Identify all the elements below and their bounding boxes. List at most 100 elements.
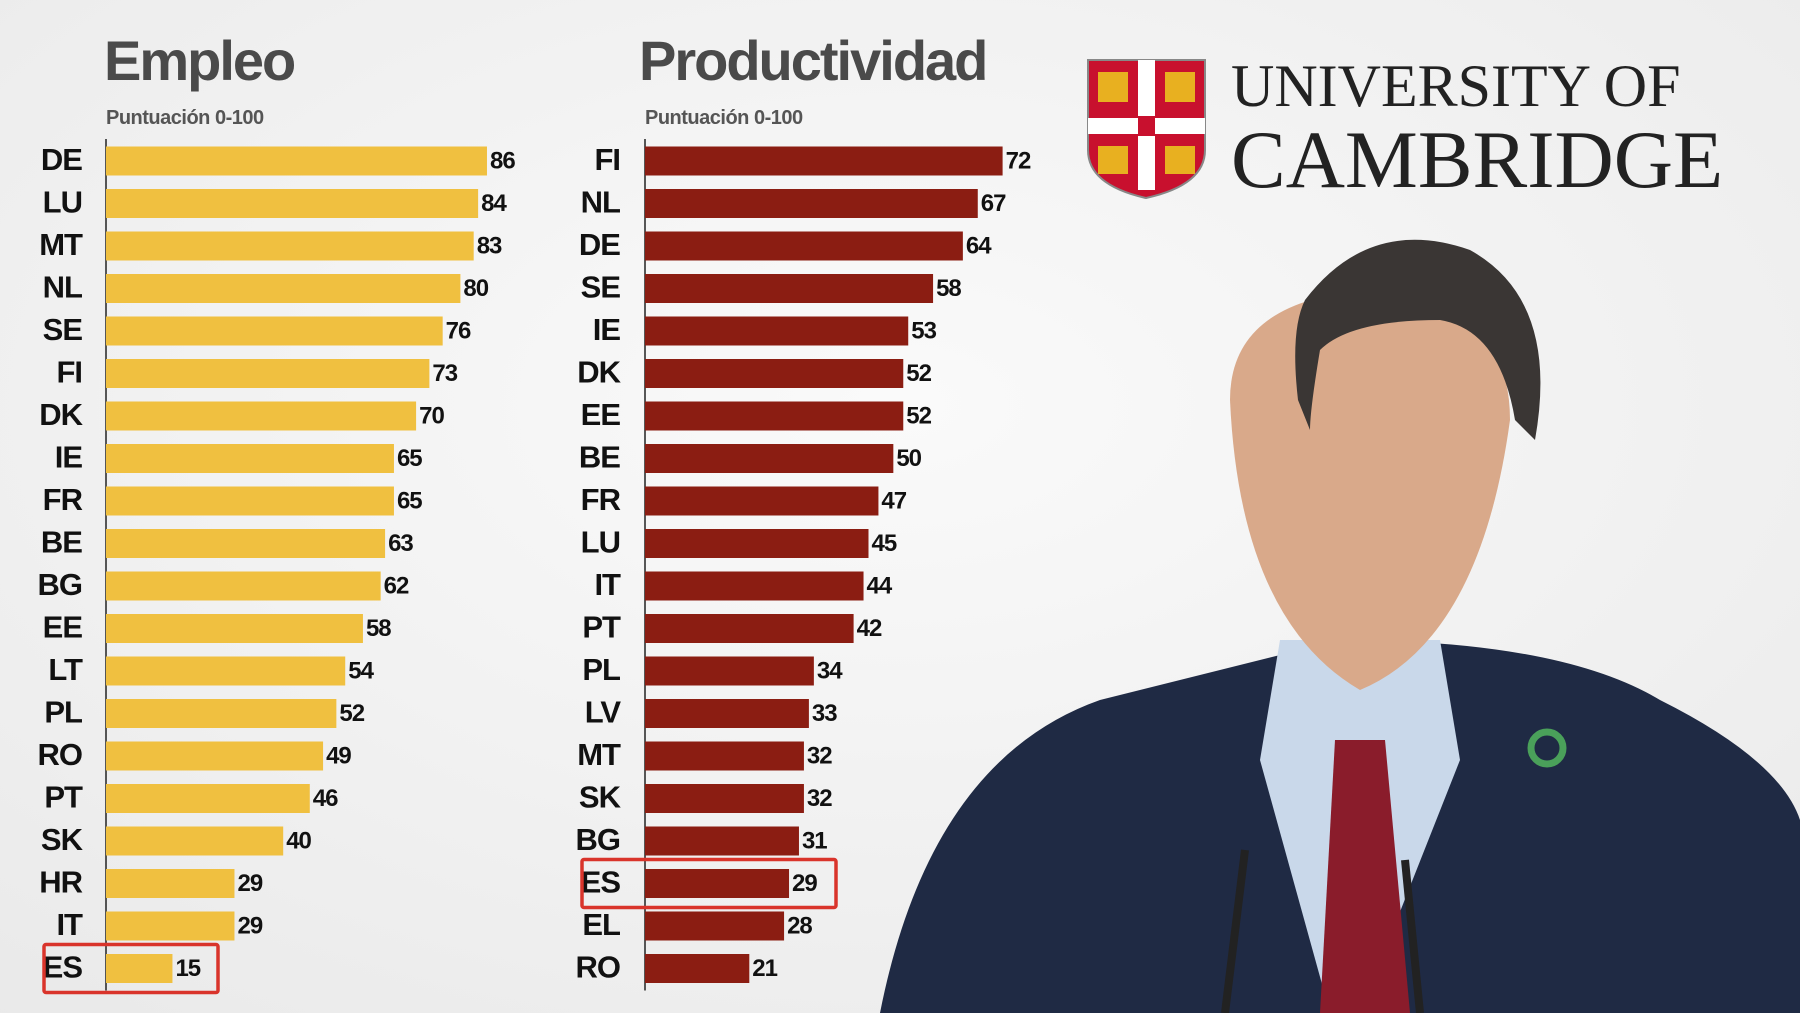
category-label: DE	[41, 142, 82, 177]
bar	[645, 274, 934, 303]
bar	[106, 401, 417, 431]
value-label: 65	[397, 445, 422, 472]
value-label: 31	[802, 827, 827, 854]
value-label: 40	[286, 827, 311, 854]
category-label: BE	[579, 440, 620, 475]
category-label: LU	[43, 185, 82, 220]
category-label: RO	[38, 737, 83, 772]
bar	[645, 911, 785, 941]
bar	[645, 571, 864, 601]
logo-line1: UNIVERSITY OF	[1231, 53, 1680, 119]
category-label: NL	[43, 270, 82, 305]
value-label: 83	[477, 232, 502, 259]
bar	[645, 699, 809, 728]
value-label: 33	[812, 700, 837, 727]
value-label: 84	[481, 190, 507, 217]
bar	[106, 614, 363, 643]
person-photo	[880, 239, 1800, 1013]
value-label: 54	[348, 657, 374, 684]
value-label: 32	[807, 742, 832, 769]
bar	[645, 401, 904, 431]
bar	[106, 231, 474, 261]
bar	[645, 316, 909, 346]
bar	[645, 614, 854, 643]
category-label: FR	[43, 482, 83, 517]
value-label: 50	[896, 445, 921, 472]
value-label: 34	[817, 657, 843, 684]
category-label: LV	[585, 695, 622, 730]
value-label: 49	[326, 742, 351, 769]
bar	[645, 869, 790, 898]
value-label: 32	[807, 785, 832, 812]
category-label: SE	[581, 270, 621, 305]
value-label: 52	[906, 360, 931, 387]
bar	[645, 826, 799, 856]
category-label: IE	[593, 312, 621, 347]
category-label: DK	[577, 355, 621, 390]
bar	[106, 784, 310, 813]
bar	[645, 189, 978, 218]
category-label: ES	[581, 865, 621, 900]
category-label: IT	[56, 907, 83, 942]
value-label: 29	[792, 870, 817, 897]
category-label: PL	[44, 695, 82, 730]
category-label: BG	[576, 822, 621, 857]
chart-title: Productividad	[639, 29, 986, 92]
category-label: FR	[581, 482, 621, 517]
value-label: 45	[872, 530, 897, 557]
value-label: 67	[981, 190, 1006, 217]
bar	[645, 146, 1003, 176]
value-label: 76	[446, 317, 471, 344]
bar	[645, 954, 750, 983]
value-label: 52	[339, 700, 364, 727]
value-label: 65	[397, 487, 422, 514]
value-label: 58	[366, 615, 391, 642]
bar	[645, 359, 904, 388]
value-label: 63	[388, 530, 413, 557]
value-label: 29	[237, 912, 262, 939]
category-label: MT	[577, 737, 621, 772]
value-label: 53	[911, 317, 936, 344]
value-label: 80	[463, 275, 488, 302]
category-label: EE	[43, 610, 83, 645]
bar	[106, 656, 346, 686]
value-label: 47	[881, 487, 906, 514]
logo-line2: CAMBRIDGE	[1231, 114, 1723, 205]
category-label: HR	[39, 865, 82, 900]
value-label: 73	[432, 360, 457, 387]
chart-subtitle: Puntuación 0-100	[106, 107, 264, 129]
category-label: BE	[41, 525, 82, 560]
category-label: MT	[39, 227, 83, 262]
value-label: 62	[384, 572, 409, 599]
bar	[106, 529, 386, 558]
bar	[645, 444, 894, 473]
chart-title: Empleo	[104, 29, 295, 92]
category-label: SK	[579, 780, 622, 815]
value-label: 15	[175, 955, 200, 982]
category-label: PT	[44, 780, 83, 815]
category-label: DK	[39, 397, 83, 432]
category-label: FI	[56, 355, 82, 390]
value-label: 21	[752, 955, 777, 982]
value-label: 42	[857, 615, 882, 642]
category-label: IT	[594, 567, 621, 602]
bar	[106, 274, 461, 303]
category-label: IE	[55, 440, 83, 475]
category-label: PT	[582, 610, 621, 645]
value-label: 52	[906, 402, 931, 429]
bar	[106, 699, 337, 728]
chart-subtitle: Puntuación 0-100	[645, 107, 803, 129]
value-label: 70	[419, 402, 444, 429]
bar	[645, 656, 814, 686]
category-label: SK	[41, 822, 84, 857]
category-label: FI	[594, 142, 620, 177]
bar	[106, 741, 324, 771]
category-label: NL	[581, 185, 620, 220]
value-label: 64	[966, 232, 992, 259]
bar	[106, 146, 487, 176]
category-label: BG	[38, 567, 83, 602]
category-label: DE	[579, 227, 620, 262]
bar	[645, 741, 804, 771]
bar	[106, 486, 394, 516]
bar	[106, 189, 479, 218]
